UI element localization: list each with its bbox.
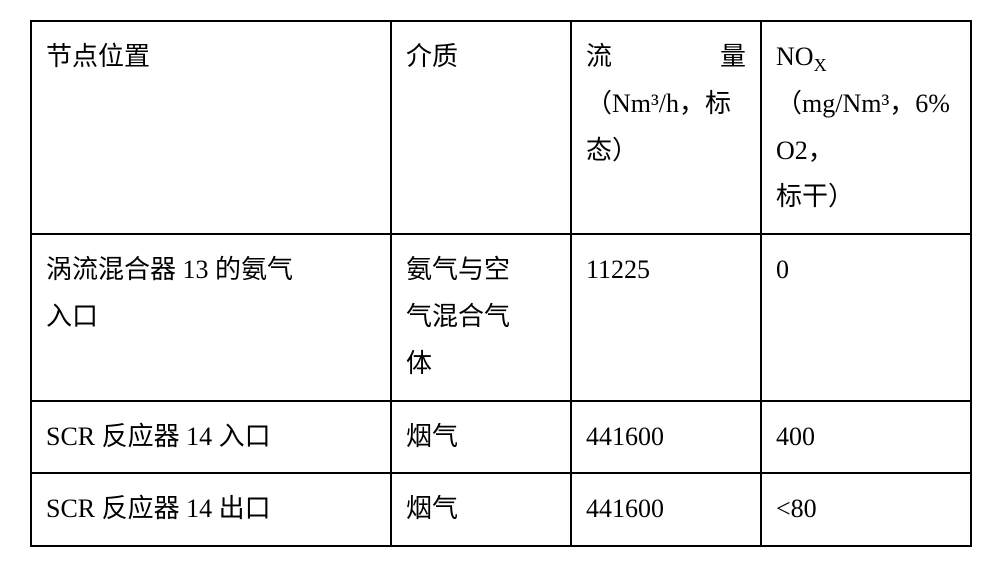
header-medium: 介质 [391,21,571,234]
cell-text: 400 [776,422,815,451]
header-nox-sub: X [814,55,827,75]
header-node-position-text: 节点位置 [46,42,150,71]
cell-text: 0 [776,255,789,284]
table-header-row: 节点位置 介质 流 量 （Nm³/h，标 态） NOX （mg/Nm³，6%O2… [31,21,971,234]
cell-medium: 烟气 [391,401,571,474]
cell-nox: <80 [761,473,971,546]
header-flow: 流 量 （Nm³/h，标 态） [571,21,761,234]
cell-text: 入口 [46,294,376,341]
header-medium-text: 介质 [406,42,458,71]
cell-nox: 400 [761,401,971,474]
table-row: 涡流混合器 13 的氨气 入口 氨气与空 气混合气 体 11225 0 [31,234,971,400]
cell-flow: 11225 [571,234,761,400]
cell-flow: 441600 [571,473,761,546]
cell-text: <80 [776,494,817,523]
cell-text: 烟气 [406,422,458,451]
header-flow-line1-right: 量 [720,34,746,81]
cell-text: 体 [406,341,556,388]
cell-text: 441600 [586,422,664,451]
cell-text: 11225 [586,255,650,284]
cell-medium: 烟气 [391,473,571,546]
header-nox-prefix: NO [776,42,814,71]
cell-text: 氨气与空 [406,247,556,294]
header-nox-line1: NOX [776,34,956,81]
header-flow-line1-left: 流 [586,34,612,81]
header-flow-line1: 流 量 [586,34,746,81]
cell-text: 441600 [586,494,664,523]
cell-text: 涡流混合器 13 的氨气 [46,247,376,294]
header-node-position: 节点位置 [31,21,391,234]
cell-medium: 氨气与空 气混合气 体 [391,234,571,400]
cell-text: SCR 反应器 14 出口 [46,494,271,523]
header-flow-line3: 态） [586,128,746,175]
header-nox: NOX （mg/Nm³，6%O2， 标干） [761,21,971,234]
table-row: SCR 反应器 14 入口 烟气 441600 400 [31,401,971,474]
cell-text: SCR 反应器 14 入口 [46,422,271,451]
header-nox-line2: （mg/Nm³，6%O2， [776,81,956,175]
table-row: SCR 反应器 14 出口 烟气 441600 <80 [31,473,971,546]
cell-nox: 0 [761,234,971,400]
cell-text: 烟气 [406,494,458,523]
table-container: 节点位置 介质 流 量 （Nm³/h，标 态） NOX （mg/Nm³，6%O2… [0,0,1000,567]
cell-node-position: SCR 反应器 14 出口 [31,473,391,546]
header-flow-line2: （Nm³/h，标 [586,81,746,128]
cell-flow: 441600 [571,401,761,474]
header-nox-line3: 标干） [776,174,956,221]
cell-node-position: 涡流混合器 13 的氨气 入口 [31,234,391,400]
cell-text: 气混合气 [406,294,556,341]
cell-node-position: SCR 反应器 14 入口 [31,401,391,474]
data-table: 节点位置 介质 流 量 （Nm³/h，标 态） NOX （mg/Nm³，6%O2… [30,20,972,547]
